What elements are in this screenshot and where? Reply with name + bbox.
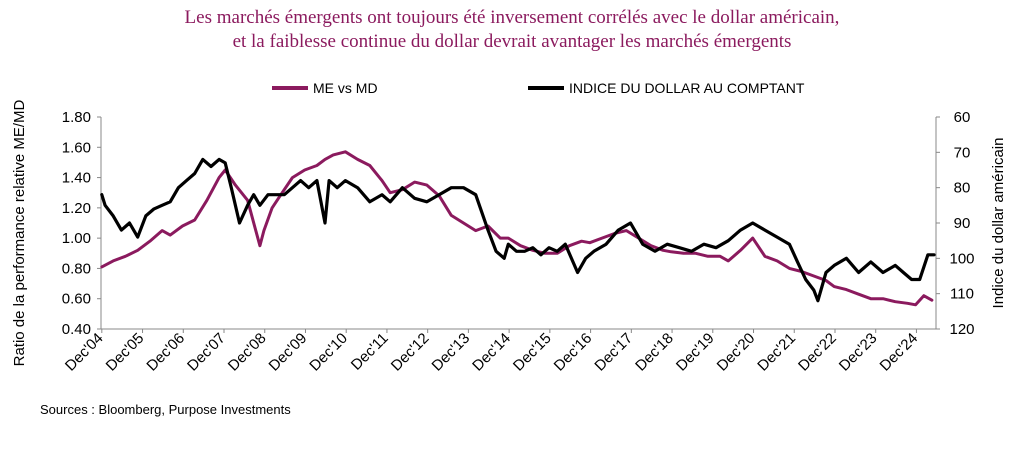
x-tick-label: Dec'24: [877, 330, 922, 375]
series-line-dollar-index: [100, 157, 936, 303]
x-tick-label: Dec'14: [469, 330, 514, 375]
x-tick-label: Dec'23: [836, 330, 881, 375]
left-tick-label: 0.60: [62, 291, 91, 308]
source-note: Sources : Bloomberg, Purpose Investments: [40, 402, 291, 417]
legend: ME vs MD INDICE DU DOLLAR AU COMPTANT: [272, 80, 805, 96]
left-tick-label: 1.80: [62, 109, 91, 126]
chart-title: Les marchés émergents ont toujours été i…: [0, 6, 1024, 54]
x-tick-label: Dec'13: [429, 330, 474, 375]
legend-label-me-vs-md: ME vs MD: [313, 80, 378, 96]
right-tick-label: 90: [954, 215, 971, 232]
series-line-me-vs-md: [100, 150, 934, 307]
left-tick-label: 1.20: [62, 200, 91, 217]
left-tick-label: 0.80: [62, 260, 91, 277]
x-tick-label: Dec'15: [510, 330, 555, 375]
series-lines: [100, 150, 936, 307]
x-tick-label: Dec'20: [714, 330, 759, 375]
right-tick-label: 100: [949, 250, 974, 267]
x-tick-label: Dec'17: [591, 330, 636, 375]
right-axis-title: Indice du dollar américain: [990, 138, 1007, 309]
chart-title-line2: et la faiblesse continue du dollar devra…: [232, 31, 792, 52]
right-tick-label: 110: [950, 286, 974, 303]
right-tick-label: 80: [954, 180, 971, 197]
x-tick-label: Dec'16: [551, 330, 596, 375]
x-tick-label: Dec'10: [306, 330, 351, 375]
right-tick-label: 60: [954, 109, 971, 126]
right-tick-label: 120: [949, 321, 974, 338]
legend-label-dollar-index: INDICE DU DOLLAR AU COMPTANT: [569, 80, 805, 96]
x-tick-label: Dec'22: [795, 330, 840, 375]
x-tick-label: Dec'12: [388, 330, 433, 375]
left-tick-label: 1.60: [62, 139, 91, 156]
x-tick-label: Dec'08: [225, 330, 270, 375]
left-tick-label: 1.40: [62, 170, 91, 187]
x-tick-label: Dec'21: [754, 330, 799, 375]
left-tick-label: 1.00: [62, 230, 91, 247]
chart-title-line1: Les marchés émergents ont toujours été i…: [184, 7, 840, 28]
x-tick-label: Dec'06: [143, 330, 188, 375]
x-tick-label: Dec'05: [103, 330, 148, 375]
left-tick-label: 0.40: [62, 321, 91, 338]
x-tick-label: Dec'07: [184, 330, 229, 375]
x-tick-label: Dec'11: [348, 330, 392, 374]
left-axis-title: Ratio de la performance relative ME/MD: [11, 99, 28, 366]
x-tick-label: Dec'18: [632, 330, 677, 375]
right-tick-label: 70: [954, 144, 971, 161]
x-tick-label: Dec'19: [673, 330, 718, 375]
x-tick-label: Dec'09: [266, 330, 311, 375]
